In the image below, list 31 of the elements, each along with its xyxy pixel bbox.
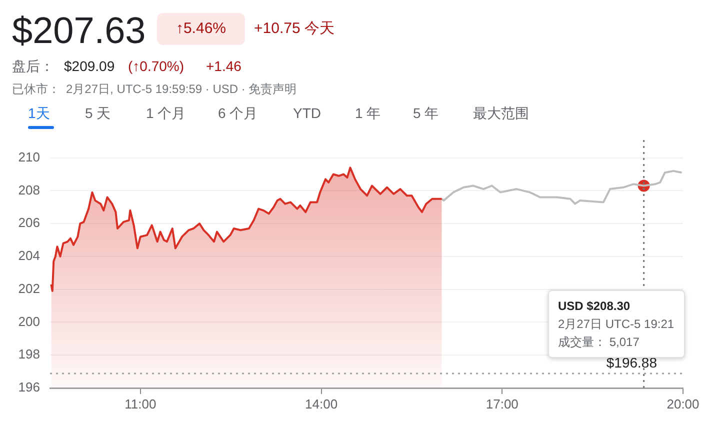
text: 2月27日, UTC-5 19:59:59 · USD · 免责声明 <box>66 81 297 98</box>
text: 5 年 <box>413 105 439 123</box>
text: 盘后： <box>12 58 54 76</box>
text: 1天 <box>28 105 50 123</box>
y-tick-label: 208 <box>18 182 40 198</box>
y-tick-label: 206 <box>18 215 40 230</box>
ref-line-label: $196.88 <box>606 354 658 370</box>
text: ↑5.46% <box>157 13 245 45</box>
chart-title: $207.63 <box>12 10 146 52</box>
text: 5 天 <box>85 105 111 123</box>
text: 最大范围 <box>473 105 529 123</box>
text: 1 年 <box>355 105 381 123</box>
annotation: USD $208.30 2月27日 UTC-5 19:21 成交量： 5,017 <box>558 298 675 351</box>
text: (↑0.70%) <box>128 58 184 74</box>
y-tick-label: 198 <box>18 346 40 362</box>
x-tick-label: 11:00 <box>124 396 156 412</box>
text: +10.75 今天 <box>254 19 334 38</box>
text: 已休市： <box>12 81 60 98</box>
text: +1.46 <box>206 58 242 74</box>
text: 1 个月 <box>146 105 186 123</box>
x-tick-label: 20:00 <box>666 396 700 412</box>
y-tick-label: 204 <box>18 248 40 264</box>
text: $209.09 <box>64 58 115 74</box>
y-tick-label: 210 <box>18 149 40 164</box>
y-tick-label: 200 <box>18 314 40 329</box>
y-tick-label: 202 <box>18 280 40 296</box>
text: 6 个月 <box>218 105 258 123</box>
x-tick-label: 14:00 <box>305 396 338 412</box>
x-tick-label: 17:00 <box>486 396 518 412</box>
y-tick-label: 196 <box>18 380 40 395</box>
text: YTD <box>293 105 321 121</box>
